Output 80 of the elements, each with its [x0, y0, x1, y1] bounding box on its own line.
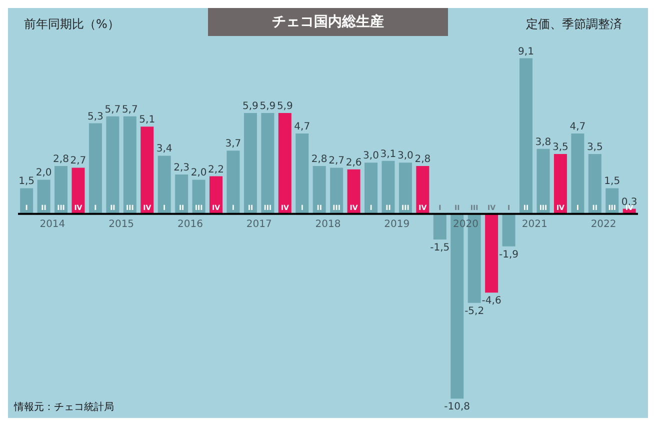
data-label: 2,6 [346, 157, 362, 168]
data-label: 1,5 [604, 176, 620, 188]
bar [20, 188, 34, 214]
annotation: 2017 [245, 218, 273, 230]
bar [296, 134, 309, 214]
annotation: 2015 [108, 218, 136, 230]
bar [347, 169, 360, 214]
data-label: 9,1 [518, 46, 534, 58]
bar [158, 156, 171, 214]
data-label: 4,7 [294, 122, 310, 133]
data-label: 3,5 [586, 142, 603, 154]
data-label: 3,4 [156, 144, 172, 155]
data-label: 3,1 [380, 148, 396, 160]
bar [37, 180, 50, 214]
data-label: 2,3 [174, 162, 190, 174]
data-label: 2,8 [53, 154, 69, 166]
annotation: 2014 [38, 218, 66, 230]
bar [106, 116, 120, 214]
bar [54, 166, 68, 214]
bar [140, 126, 154, 214]
data-label: 5,7 [104, 104, 121, 116]
data-label: 5,9 [260, 100, 276, 112]
y-axis-title: 前年同期比（%） [24, 16, 120, 33]
bar [520, 58, 533, 214]
annotation: 2019 [383, 218, 411, 230]
data-label: 2,8 [311, 154, 328, 166]
bar [571, 134, 584, 214]
bar [88, 123, 102, 214]
annotation: 2016 [176, 218, 204, 230]
data-label: -5,2 [464, 306, 484, 317]
bar [364, 162, 378, 214]
bar [502, 214, 516, 246]
data-label: -1,5 [430, 242, 450, 254]
data-label: 3,7 [225, 138, 242, 150]
data-label: -1,9 [499, 249, 519, 260]
data-label: 1,5 [18, 176, 35, 188]
bar [312, 166, 326, 214]
bar [554, 154, 567, 214]
bar [588, 154, 602, 214]
annotation: 2021 [520, 218, 548, 230]
bar [175, 174, 188, 214]
text: 情報元：チェコ統計局 [14, 400, 114, 414]
data-label: 3,0 [398, 150, 414, 162]
annotation: 2022 [590, 218, 618, 230]
data-label: 2,0 [36, 168, 52, 179]
data-label: 4,7 [570, 122, 586, 133]
bar [416, 166, 430, 214]
data-label: 2,2 [208, 164, 224, 176]
bar [226, 150, 240, 214]
bar [536, 148, 550, 214]
bar [398, 162, 412, 214]
data-label: 5,3 [88, 111, 104, 122]
data-label: 5,9 [242, 100, 258, 112]
data-label: 2,7 [328, 156, 345, 167]
bar [382, 160, 395, 214]
bar [210, 176, 223, 214]
data-label: -4,6 [482, 296, 502, 307]
bar [192, 180, 206, 214]
bar [330, 168, 344, 214]
bar [123, 116, 136, 214]
data-label: 5,1 [139, 114, 156, 126]
bar [261, 112, 274, 214]
annotation: 2018 [314, 218, 342, 230]
bar [278, 112, 292, 214]
bar [485, 214, 498, 293]
data-label: 3,8 [535, 136, 552, 148]
data-label: 3,0 [363, 150, 379, 162]
data-label: 2,7 [70, 156, 86, 167]
data-label: -10,8 [444, 402, 470, 413]
bar [72, 168, 85, 214]
annotation: 2020 [452, 218, 480, 230]
data-label: 2,8 [414, 154, 431, 166]
data-label: 5,9 [276, 100, 293, 112]
chart-subtitle: 定価、季節調整済 [526, 16, 622, 33]
bar [244, 112, 257, 214]
data-label: 3,5 [552, 142, 568, 154]
data-label: 2,0 [190, 168, 207, 179]
bar [433, 214, 446, 240]
chart-title: チェコ国内総生産 [208, 8, 448, 36]
data-label: 5,7 [122, 104, 138, 116]
